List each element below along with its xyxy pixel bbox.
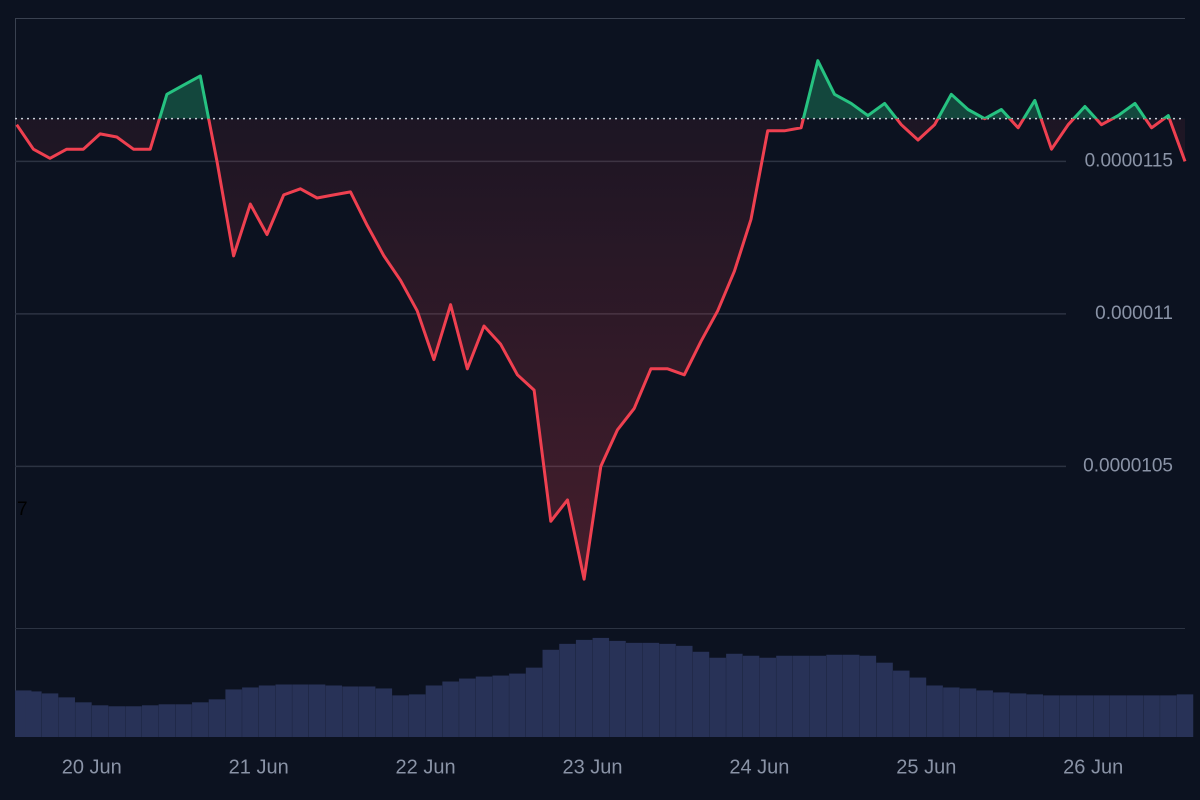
volume-bar <box>375 688 393 737</box>
volume-bar <box>893 670 910 737</box>
volume-bar <box>108 706 126 737</box>
volume-bar <box>141 705 159 737</box>
volume-bar <box>192 702 209 737</box>
volume-bar <box>709 657 726 737</box>
x-tick-label: 26 Jun <box>1063 756 1123 778</box>
volume-bar <box>1093 695 1110 737</box>
volume-bar <box>625 642 643 737</box>
volume-bar <box>325 685 343 737</box>
volume-bar <box>425 685 443 737</box>
volume-bar <box>559 643 576 737</box>
volume-bar <box>492 675 509 737</box>
volume-bar <box>475 676 493 737</box>
volume-bar <box>442 681 459 737</box>
price-line-up <box>157 59 1172 119</box>
volume-bar <box>926 685 943 737</box>
volume-bar <box>575 639 593 737</box>
volume-bar <box>308 684 326 737</box>
x-tick-label: 20 Jun <box>62 756 122 778</box>
volume-bar <box>542 649 560 737</box>
volume-bar <box>1176 694 1194 737</box>
volume-bar <box>1009 693 1027 737</box>
volume-bar <box>642 642 660 737</box>
volume-bar <box>91 705 109 737</box>
x-tick-label: 25 Jun <box>896 756 956 778</box>
volume-bar <box>592 637 610 737</box>
price-line-down <box>15 118 1187 581</box>
volume-bar <box>1043 695 1060 737</box>
volume-bar <box>792 655 810 737</box>
volume-bar <box>1059 695 1077 737</box>
volume-bar <box>692 651 710 737</box>
volume-bar <box>409 694 426 737</box>
volume-bar <box>859 655 877 737</box>
volume-bar <box>175 704 192 737</box>
volume-bar <box>1026 694 1044 737</box>
volume-bar <box>776 655 793 737</box>
x-tick-label: 23 Jun <box>562 756 622 778</box>
volume-bar <box>976 690 993 737</box>
volume-bar <box>959 688 977 737</box>
volume-bar <box>292 684 309 737</box>
volume-bar <box>25 691 42 737</box>
volume-bar <box>909 677 927 737</box>
volume-bar <box>225 689 242 737</box>
volume-bar <box>358 686 376 737</box>
volume-bar <box>509 673 526 737</box>
x-tick-label: 21 Jun <box>229 756 289 778</box>
volume-bar <box>525 667 543 737</box>
volume-bar <box>275 684 292 737</box>
volume-bar <box>1160 695 1177 737</box>
volume-bar <box>125 706 142 737</box>
area-below <box>16 118 1185 580</box>
volume-bar <box>993 692 1010 737</box>
volume-bar <box>676 645 693 737</box>
volume-bar <box>242 687 259 737</box>
volume-bar <box>609 640 626 737</box>
volume-bar <box>759 657 776 737</box>
volume-bar <box>876 662 893 737</box>
volume-bar <box>208 699 226 737</box>
volume-bar <box>41 693 59 737</box>
volume-bar <box>158 704 176 737</box>
y-tick-label: 0.0000105 <box>1083 455 1173 476</box>
volume-bar <box>1109 695 1127 737</box>
volume-bar <box>742 655 760 737</box>
volume-bar <box>1126 695 1144 737</box>
volume-bar <box>659 643 676 737</box>
volume-bar <box>726 653 743 737</box>
y-tick-label: 0.000011 <box>1095 303 1173 324</box>
volume-bar <box>392 695 409 737</box>
volume-bar <box>75 702 92 737</box>
volume-bar <box>826 654 843 737</box>
volume-bar <box>842 654 860 737</box>
y-tick-label: 0.0000115 <box>1085 150 1173 171</box>
volume-bar <box>58 697 75 737</box>
volume-bar <box>258 685 276 737</box>
volume-bar <box>1076 695 1094 737</box>
x-tick-label: 24 Jun <box>729 756 789 778</box>
volume-bar <box>459 678 476 737</box>
volume-bar <box>1143 695 1160 737</box>
x-tick-label: 22 Jun <box>396 756 456 778</box>
overlay-text: 7 <box>17 499 28 520</box>
volume-bar <box>943 687 960 737</box>
volume-bar <box>342 686 359 737</box>
volume-bar <box>809 655 827 737</box>
